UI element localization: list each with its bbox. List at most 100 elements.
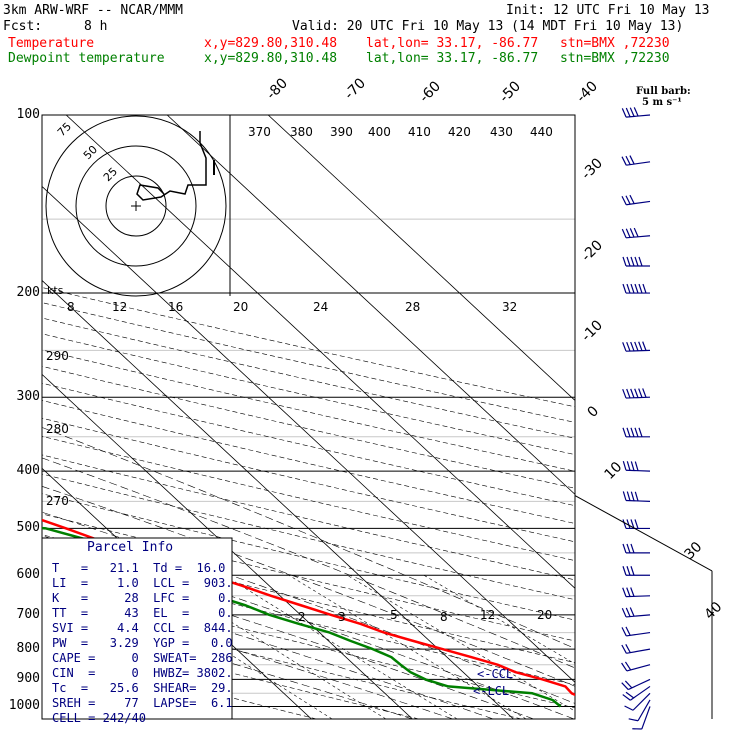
valid-time: Valid: 20 UTC Fri 10 May 13 (14 MDT Fri … — [292, 19, 684, 34]
wind-barb — [632, 706, 651, 730]
speed-tick-label: 32 — [502, 300, 517, 314]
hodograph-ring-label: 25 — [101, 165, 120, 184]
dry-adiabat — [42, 333, 575, 455]
barb-legend-title: Full barb: — [636, 86, 691, 97]
wind-barb — [621, 643, 651, 654]
wind-barb-flag — [630, 543, 635, 554]
moist-adiabat — [42, 608, 413, 719]
wind-barb-flag — [633, 107, 639, 117]
wind-barb-flag — [629, 107, 635, 117]
hodograph-ring — [105, 175, 167, 237]
wind-barb — [621, 607, 651, 618]
wind-barb-flag — [621, 196, 627, 206]
isotherm-label: -80 — [264, 75, 291, 102]
wind-barb-staff — [637, 699, 651, 722]
isotherm-line — [42, 185, 575, 683]
speed-tick-label: 28 — [405, 300, 420, 314]
legend-dewpoint-station: stn=BMX ,72230 — [560, 51, 670, 66]
ccl-annotation: <-CCL — [477, 667, 513, 681]
parcel-row: T = 21.1 Td = 16.0 — [52, 561, 226, 575]
wind-barb-flag — [642, 341, 647, 351]
wind-barb-flag — [621, 108, 627, 118]
wind-barb — [621, 194, 651, 206]
wind-barb-flag — [638, 388, 643, 398]
pressure-label: 400 — [16, 463, 40, 479]
legend-dewpoint-latlon: lat,lon= 33.17, -86.77 — [366, 51, 539, 66]
wind-barb-flag — [634, 388, 639, 398]
init-time: Init: 12 UTC Fri 10 May 13 — [506, 3, 710, 18]
mixing-ratio-label: 3 — [338, 610, 346, 624]
parcel-row: CIN = 0 HWBZ= 3802. — [52, 666, 233, 680]
wind-barb-flag — [638, 427, 643, 437]
wind-barb-flag — [622, 543, 627, 554]
legend-temperature-latlon: lat,lon= 33.17, -86.77 — [366, 36, 539, 51]
wind-barb-flag — [626, 341, 631, 352]
parcel-row: PW = 3.29 YGP = 0.0 — [52, 636, 233, 650]
parcel-info-title: Parcel Info — [87, 540, 174, 555]
wind-barb — [622, 543, 650, 554]
wind-barb — [622, 283, 650, 294]
isotherm-label: 40 — [702, 599, 726, 623]
wind-barb-flag — [642, 388, 647, 398]
wind-barb-flag — [621, 662, 628, 672]
mixing-ratio-line — [224, 575, 458, 719]
theta-label: 290 — [46, 349, 69, 363]
wind-barb-flag — [624, 661, 632, 671]
dry-adiabat — [42, 600, 522, 719]
wind-barb-staff — [632, 692, 651, 711]
isotherm-label: -20 — [579, 237, 606, 264]
hodograph-ring-label: 75 — [55, 120, 74, 139]
wind-barb-flag — [625, 626, 631, 636]
wind-barb-flag — [621, 644, 627, 654]
wind-barb-flag — [634, 461, 639, 471]
mixing-ratio-label: 2 — [298, 610, 306, 624]
wind-barb-flag — [630, 461, 635, 471]
wind-barb-flag — [634, 341, 639, 351]
plot-frame — [41, 114, 576, 720]
hodograph-ring — [45, 115, 227, 297]
wind-barb-flag — [634, 283, 639, 294]
wind-barb-flag — [625, 643, 631, 653]
legend-temperature-xy: x,y=829.80,310.48 — [204, 36, 338, 51]
theta-label: 420 — [448, 125, 471, 139]
theta-label: 390 — [330, 125, 353, 139]
isotherm-line — [267, 115, 575, 401]
legend-dewpoint-xy: x,y=829.80,310.48 — [204, 51, 338, 66]
isotherm-line — [0, 115, 8, 719]
pressure-label: 100 — [16, 107, 40, 122]
isotherm-label: 0 — [585, 403, 603, 421]
parcel-row: CELL = 242/40 — [52, 711, 146, 725]
wind-barb-flag — [629, 228, 635, 238]
wind-barb-flag — [625, 228, 631, 238]
wind-barb — [622, 519, 650, 530]
dry-adiabat — [42, 624, 419, 719]
speed-tick-label: 20 — [233, 300, 248, 314]
pressure-label: 300 — [16, 389, 40, 405]
wind-barb-flag — [626, 283, 631, 294]
temperature-profile — [42, 518, 575, 697]
wind-barb-flag — [622, 388, 627, 399]
wind-barb-flag — [630, 388, 635, 398]
wind-barb-flag — [630, 256, 635, 267]
dry-adiabat — [42, 349, 575, 472]
moist-adiabat — [42, 511, 575, 704]
isotherm-label: -30 — [579, 155, 606, 182]
wind-barb — [622, 587, 651, 598]
dry-adiabat — [42, 317, 575, 439]
theta-label: 400 — [368, 125, 391, 139]
wind-barb — [622, 566, 650, 576]
legend-temperature-station: stn=BMX ,72230 — [560, 36, 670, 51]
wind-barb-flag — [622, 283, 627, 294]
wind-barb — [622, 388, 651, 399]
wind-barb-flag — [630, 491, 635, 501]
wind-barb-flag — [634, 519, 639, 529]
legend-dewpoint: Dewpoint temperature — [8, 51, 165, 66]
parcel-info-box — [41, 537, 233, 720]
mixing-ratio-label: 20 — [537, 608, 552, 622]
wind-barb-flag — [634, 427, 639, 437]
wind-barb-flag — [630, 587, 635, 597]
pressure-label: 500 — [16, 520, 40, 536]
wind-barb-flag — [630, 519, 635, 529]
theta-label: 370 — [248, 125, 271, 139]
